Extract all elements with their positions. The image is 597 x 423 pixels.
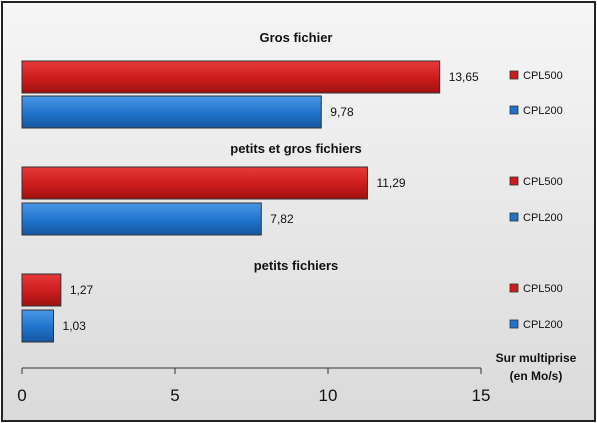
data-label-cpl500-2: 11,29	[376, 176, 405, 190]
legend-label-cpl200-2: CPL200	[523, 212, 563, 224]
group-title-3: petits fichiers	[254, 258, 339, 273]
legend-label-cpl500-2: CPL500	[523, 176, 563, 188]
legend-swatch-cpl200-3	[509, 319, 519, 329]
x-tick-label-0: 0	[17, 386, 26, 405]
bar-cpl200-2	[21, 202, 262, 236]
x-tick-label-3: 15	[472, 386, 491, 405]
legend-label-cpl500-3: CPL500	[523, 283, 563, 295]
axis-title-line-1: Sur multiprise	[496, 351, 577, 365]
legend-swatch-cpl500-2	[509, 176, 519, 186]
group-title-2: petits et gros fichiers	[230, 141, 361, 156]
data-label-cpl200-1: 9,78	[330, 105, 354, 119]
legend-swatch-cpl200-2	[509, 212, 519, 222]
bar-cpl500-1	[21, 60, 441, 94]
data-label-cpl500-3: 1,27	[70, 283, 94, 297]
legend-label-cpl200-1: CPL200	[523, 105, 563, 117]
data-label-cpl200-2: 7,82	[270, 212, 294, 226]
legend-swatch-cpl500-3	[509, 283, 519, 293]
legend-swatch-cpl200-1	[509, 105, 519, 115]
bar-cpl500-2	[21, 166, 368, 200]
x-tick-label-2: 10	[319, 386, 338, 405]
legend-label-cpl500-1: CPL500	[523, 70, 563, 82]
bar-cpl200-1	[21, 95, 322, 129]
data-label-cpl200-3: 1,03	[63, 319, 87, 333]
group-title-1: Gros fichier	[260, 30, 333, 45]
bar-cpl200-3	[21, 309, 55, 343]
bar-cpl500-3	[21, 273, 62, 307]
x-tick-label-1: 5	[170, 386, 179, 405]
legend-swatch-cpl500-1	[509, 70, 519, 80]
axis-title-line-2: (en Mo/s)	[510, 369, 563, 383]
legend-label-cpl200-3: CPL200	[523, 319, 563, 331]
data-label-cpl500-1: 13,65	[449, 70, 479, 84]
